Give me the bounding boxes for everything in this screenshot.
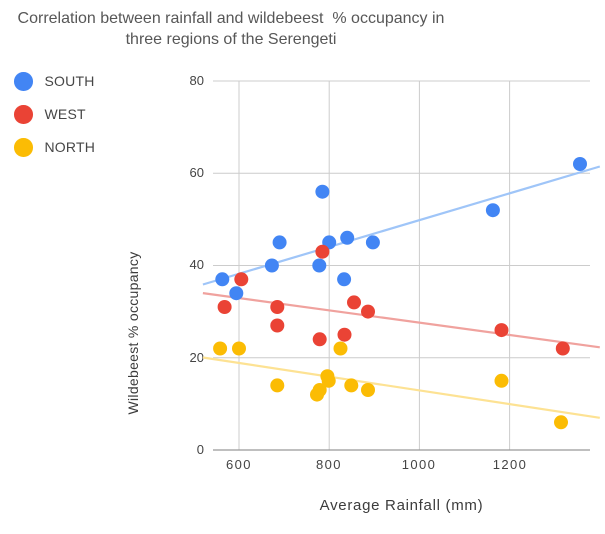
svg-text:40: 40 <box>190 257 204 272</box>
svg-text:80: 80 <box>190 73 204 88</box>
svg-text:1200: 1200 <box>493 457 528 472</box>
svg-text:1000: 1000 <box>402 457 437 472</box>
svg-text:0: 0 <box>197 442 204 457</box>
svg-text:600: 600 <box>226 457 252 472</box>
svg-text:60: 60 <box>190 165 204 180</box>
svg-text:20: 20 <box>190 350 204 365</box>
svg-text:800: 800 <box>316 457 342 472</box>
